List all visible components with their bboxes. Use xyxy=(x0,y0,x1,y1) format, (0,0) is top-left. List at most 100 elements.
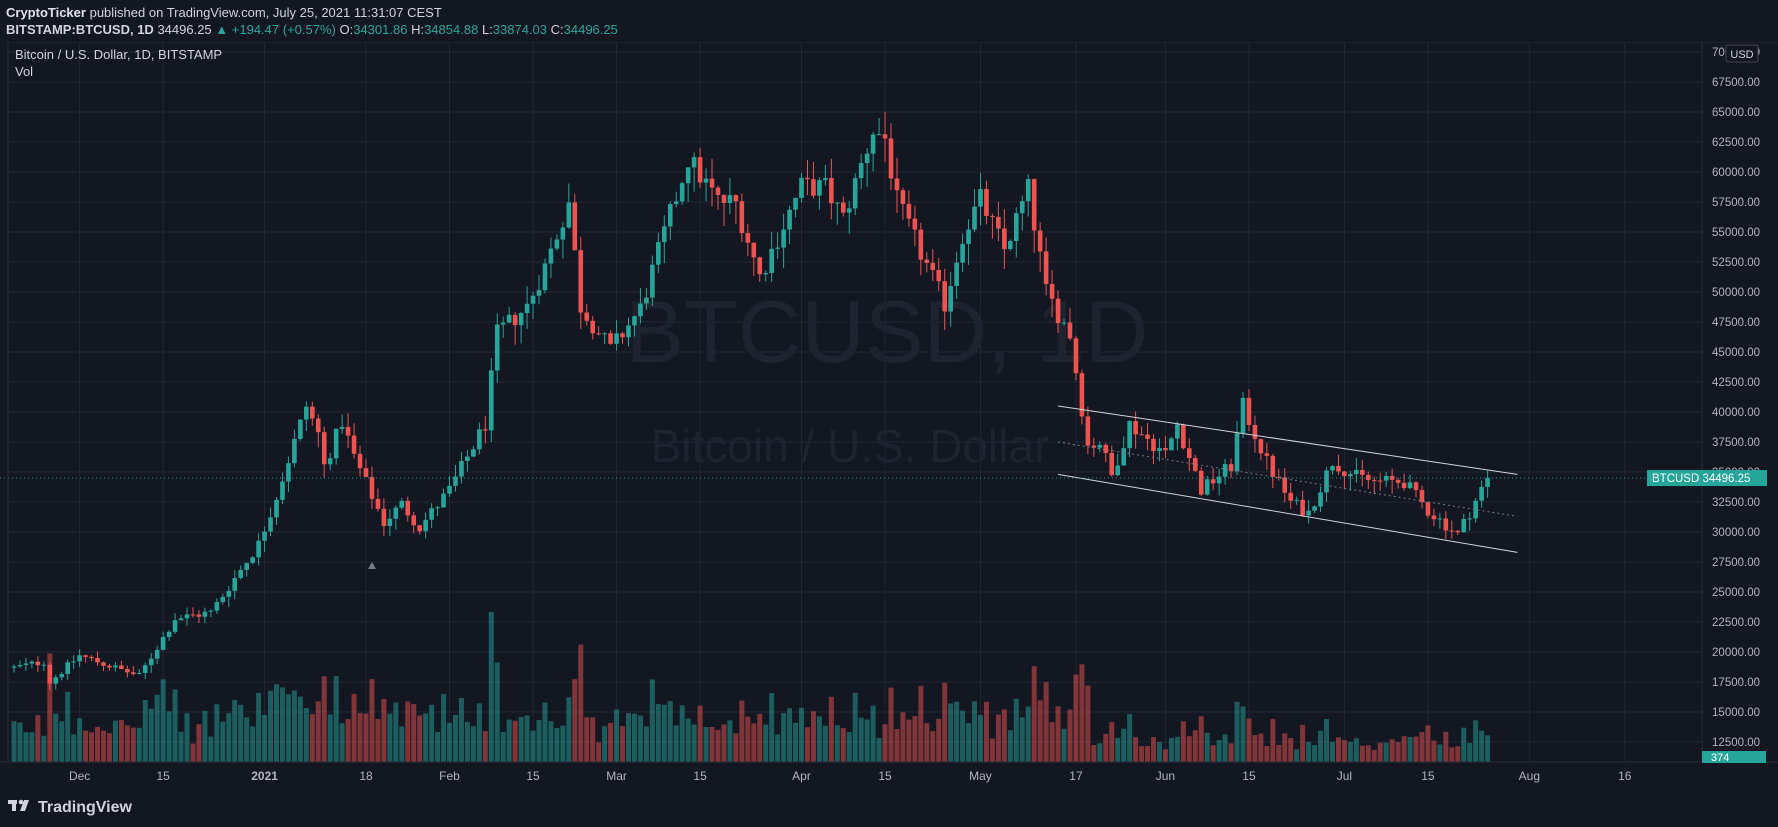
candle-body xyxy=(691,157,697,168)
candle-body xyxy=(429,508,434,520)
candle-body xyxy=(566,202,572,228)
volume-bar xyxy=(1079,664,1085,762)
volume-bar xyxy=(751,723,757,762)
open-label: O: xyxy=(339,22,354,37)
candle-body xyxy=(1300,499,1305,516)
volume-bar xyxy=(405,701,411,762)
volume-bar xyxy=(566,697,572,762)
volume-bar xyxy=(799,707,805,762)
volume-bar xyxy=(757,713,763,762)
volume-bar xyxy=(381,698,387,762)
currency-button[interactable] xyxy=(1725,44,1759,63)
y-tick-label: 60000.00 xyxy=(1712,167,1760,179)
y-tick-label: 40000.00 xyxy=(1712,407,1760,419)
volume-bar xyxy=(23,732,29,762)
candle-body xyxy=(1413,482,1419,490)
price-chart[interactable]: BTCUSD, 1D Bitcoin / U.S. Dollar 70000.0… xyxy=(0,42,1778,792)
y-tick-label: 45000.00 xyxy=(1712,347,1760,359)
candle-body xyxy=(1282,477,1288,493)
candle-body xyxy=(900,190,906,204)
volume-bar xyxy=(685,718,691,762)
candle-body xyxy=(411,515,417,526)
y-tick-label: 62500.00 xyxy=(1712,137,1760,149)
y-tick-label: 57500.00 xyxy=(1712,197,1760,209)
x-tick-label: 15 xyxy=(1421,769,1435,783)
candle-body xyxy=(35,661,41,666)
volume-bar xyxy=(1329,741,1335,762)
volume-bar xyxy=(715,729,721,762)
volume-bar xyxy=(488,612,494,762)
candle-body xyxy=(1365,474,1371,480)
volume-bar xyxy=(238,704,244,762)
tradingview-logo-icon xyxy=(8,798,32,817)
candle-body xyxy=(1103,444,1109,453)
volume-tag-text: 374 xyxy=(1711,752,1729,764)
volume-bar xyxy=(936,718,942,762)
y-tick-label: 22500.00 xyxy=(1712,617,1760,629)
y-tick-label: 55000.00 xyxy=(1712,227,1760,239)
x-tick-label: Apr xyxy=(792,769,811,783)
volume-bar xyxy=(602,726,608,762)
volume-bar xyxy=(763,724,769,762)
volume-bar xyxy=(315,701,321,762)
volume-bar xyxy=(524,715,530,762)
candle-body xyxy=(95,658,100,663)
volume-bar xyxy=(1085,685,1091,762)
volume-bar xyxy=(321,676,327,762)
candle-body xyxy=(715,187,721,195)
candles xyxy=(11,111,1490,691)
x-tick-label: Feb xyxy=(439,769,460,783)
candle-body xyxy=(172,620,178,632)
volume-bar xyxy=(256,692,262,762)
volume-bar xyxy=(268,690,274,762)
price-axis[interactable] xyxy=(1702,42,1778,762)
tradingview-footer[interactable]: TradingView xyxy=(8,798,132,817)
volume-bar xyxy=(972,701,978,762)
candle-body xyxy=(1121,448,1126,466)
time-axis-labels[interactable]: Dec 15 2021 18 Feb 15 Mar 15 Apr 15 May 17 Jun 15 Jul 1… xyxy=(69,769,1632,783)
candle-body xyxy=(1115,465,1121,476)
y-tick-label: 50000.00 xyxy=(1712,287,1760,299)
channel-line[interactable] xyxy=(1057,405,1518,475)
close-label: C: xyxy=(550,22,564,37)
candle-body xyxy=(1401,482,1407,489)
volume-bar xyxy=(369,679,375,762)
volume-bar xyxy=(1383,742,1389,762)
volume-bar xyxy=(1228,743,1234,762)
candle-body xyxy=(315,418,321,433)
volume-bar xyxy=(1276,744,1282,762)
volume-bar xyxy=(1168,737,1174,762)
volume-bar xyxy=(649,679,655,762)
channel-line[interactable] xyxy=(1057,473,1518,553)
candle-body xyxy=(1031,179,1037,231)
volume-bar xyxy=(793,722,799,762)
volume-bar xyxy=(464,721,470,762)
volume-bar xyxy=(1371,749,1377,762)
volume-bar xyxy=(303,708,309,762)
publisher-name[interactable]: CryptoTicker xyxy=(6,5,86,20)
legend-title: Bitcoin / U.S. Dollar, 1D, BITSTAMP xyxy=(15,47,222,62)
volume-bar xyxy=(452,714,458,762)
volume-bar xyxy=(1013,698,1019,762)
candle-body xyxy=(178,618,184,621)
volume-bar xyxy=(1473,720,1479,762)
candle-body xyxy=(864,153,870,164)
tradingview-brand: TradingView xyxy=(38,798,132,816)
candle-body xyxy=(304,406,309,420)
candle-body xyxy=(119,665,124,669)
volume-bar xyxy=(506,719,512,762)
candle-body xyxy=(244,562,249,570)
volume-bar xyxy=(948,703,954,762)
volume-bar xyxy=(375,719,381,762)
trend-channel[interactable] xyxy=(1057,405,1518,553)
volume-bar xyxy=(1347,741,1353,762)
volume-bar xyxy=(333,676,339,762)
candle-body xyxy=(584,312,590,321)
volume-bar xyxy=(41,735,47,762)
y-tick-label: 27500.00 xyxy=(1712,557,1760,569)
volume-bar xyxy=(1025,706,1031,762)
volume-bar xyxy=(1294,749,1300,762)
volume-bar xyxy=(721,724,727,762)
volume-bar xyxy=(309,714,315,762)
candle-body xyxy=(936,269,942,282)
